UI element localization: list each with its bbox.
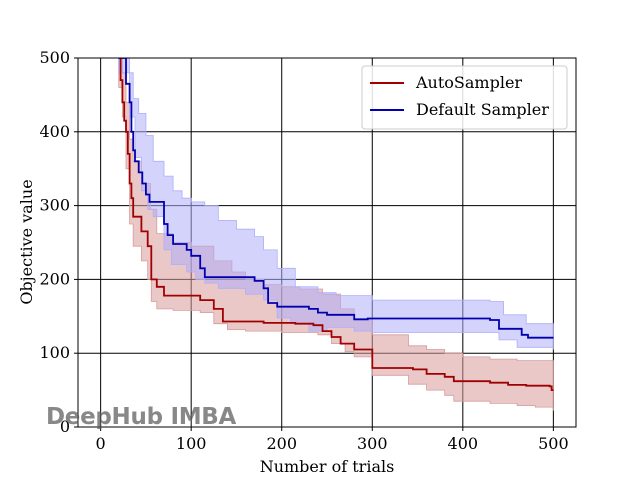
x-tick-label: 500 — [538, 434, 569, 453]
y-tick-label: 400 — [39, 122, 70, 141]
x-tick-label: 300 — [357, 434, 388, 453]
series-lines — [118, 58, 554, 392]
watermark: DeepHub IMBA — [46, 404, 237, 430]
series-line-0 — [118, 58, 554, 392]
y-axis-label: Objective value — [17, 179, 36, 304]
legend-box — [361, 65, 568, 130]
axis-ticks: 0 100 200 300 400 500 0 100 200 300 400 500 — [39, 48, 568, 453]
series-line-1 — [118, 58, 554, 339]
x-tick-label: 200 — [266, 434, 297, 453]
legend: AutoSampler Default Sampler — [361, 65, 568, 130]
y-tick-label: 300 — [39, 196, 70, 215]
y-tick-label: 100 — [39, 343, 70, 362]
x-tick-label: 0 — [96, 434, 106, 453]
plot-frame — [77, 57, 577, 428]
y-tick-label: 500 — [39, 48, 70, 67]
y-tick-label: 200 — [39, 269, 70, 288]
x-tick-label: 400 — [448, 434, 479, 453]
x-tick-label: 100 — [176, 434, 207, 453]
y-tick-label: 0 — [60, 417, 70, 436]
legend-label: Default Sampler — [416, 100, 549, 119]
x-axis-label: Number of trials — [260, 457, 395, 476]
legend-label: AutoSampler — [415, 73, 522, 92]
